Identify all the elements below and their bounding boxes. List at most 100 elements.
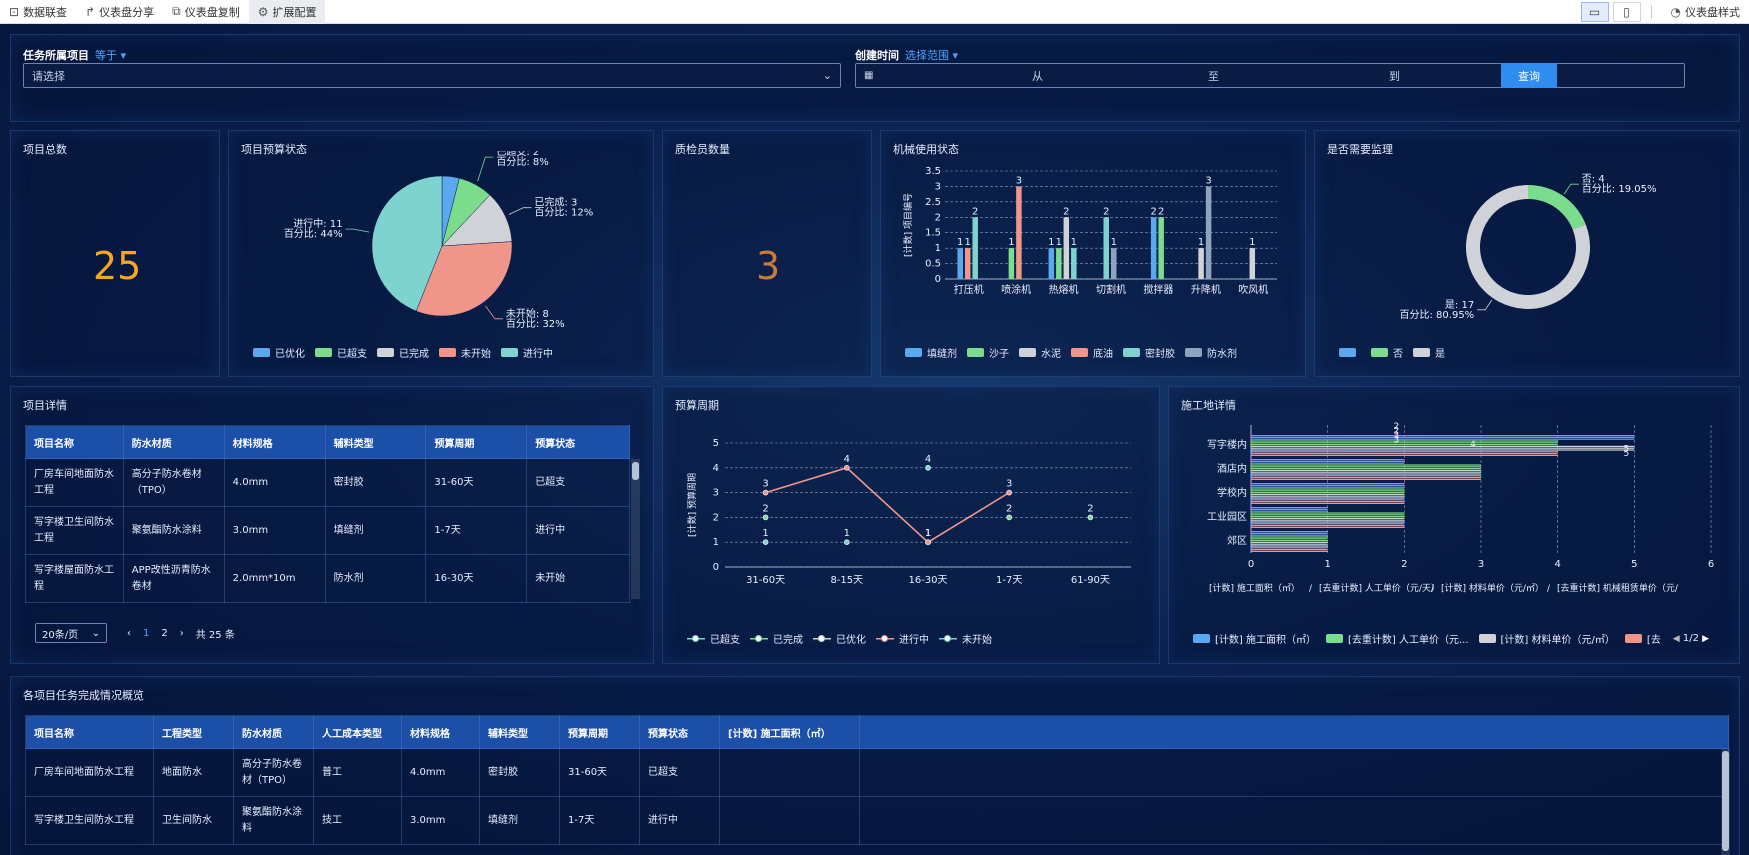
prev-page-icon[interactable]: ‹ (127, 627, 131, 639)
date-range-input[interactable]: ▦ 从 至 到 (855, 63, 1685, 88)
legend-next-icon[interactable]: ▶ (1702, 634, 1710, 644)
table-header-cell[interactable]: 预算周期 (425, 425, 528, 459)
legend-item[interactable]: 已超支 (687, 631, 740, 646)
page-2-button[interactable]: 2 (161, 627, 168, 639)
table-header-cell[interactable]: 材料规格 (223, 425, 326, 459)
legend-item[interactable] (1339, 348, 1361, 357)
detail-table-scrollbar[interactable] (631, 459, 640, 599)
bar (1158, 217, 1164, 279)
share-dashboard-button[interactable]: ↱ 仪表盘分享 (85, 4, 155, 19)
detail-pagination: 20条/页 ⌄ ‹ 1 2 › 共 25 条 (35, 623, 235, 643)
table-cell: 防水剂 (324, 554, 427, 603)
table-header-cell[interactable]: 项目名称 (25, 425, 124, 459)
table-header-cell[interactable]: 辅料类型 (479, 715, 560, 749)
table-row[interactable]: 厂房车间地面防水工程 高分子防水卷材（TPO） 4.0mm 密封胶 31-60天 已超支 (25, 458, 630, 507)
total-count: 共 25 条 (195, 629, 235, 641)
table-header-row: 项目名称 工程类型 防水材质 人工成本类型 材料规格 辅料类型 预算周期 预算状态 [计数] 施… (25, 715, 1729, 749)
legend-item[interactable]: 未开始 (439, 345, 491, 360)
point-value-label: 2 (1087, 503, 1093, 514)
date-until-label: 到 (1389, 69, 1400, 83)
table-cell: 密封胶 (324, 458, 427, 507)
table-header-cell[interactable]: 防水材质 (122, 425, 225, 459)
page-size-select[interactable]: 20条/页 ⌄ (35, 623, 107, 643)
pie-label-percent: 百分比: 8% (496, 156, 548, 168)
x-tick-label: 0 (1248, 559, 1254, 570)
bar-value-label: 3 (1016, 175, 1022, 186)
legend-item[interactable]: 已优化 (253, 345, 305, 360)
legend-item[interactable]: 进行中 (501, 345, 553, 360)
legend-swatch (687, 634, 705, 643)
query-button[interactable]: 查询 (1501, 63, 1557, 88)
series-point (1006, 489, 1013, 496)
series-line (765, 466, 1010, 544)
table-header-cell[interactable]: 工程类型 (153, 715, 234, 749)
pie-label-value: 进行中: 11 (293, 217, 342, 230)
data-link-button[interactable]: ⊡ 数据联查 (9, 4, 68, 19)
table-cell: 已超支 (526, 458, 630, 507)
project-select[interactable]: 请选择 ⌄ (23, 63, 841, 88)
table-header-cell[interactable]: 辅料类型 (324, 425, 427, 459)
table-header-cell[interactable]: 预算状态 (639, 715, 720, 749)
project-filter-operator[interactable]: 等于 ▾ (95, 49, 127, 62)
legend-item[interactable]: 沙子 (967, 345, 1009, 360)
time-filter-operator[interactable]: 选择范围 ▾ (905, 49, 959, 62)
y-tick-label: 工业园区 (1207, 511, 1247, 523)
point-value-label: 1 (925, 528, 931, 539)
project-detail-card: 项目详情 项目名称 防水材质 材料规格 辅料类型 预算周期 预算状态 厂房车间地面防水工程高… (10, 386, 654, 664)
table-header-cell[interactable]: 防水材质 (233, 715, 314, 749)
detail-table-scrollbar-thumb[interactable] (632, 462, 639, 480)
x-tick-label: 16-30天 (908, 575, 947, 586)
pie-label-percent: 百分比: 32% (506, 318, 565, 330)
legend-item[interactable]: 未开始 (939, 631, 992, 646)
legend-item[interactable]: [计数] 施工面积（㎡） (1193, 631, 1316, 646)
legend-item[interactable]: 是 (1413, 345, 1445, 360)
overview-table-scrollbar-thumb[interactable] (1722, 751, 1729, 851)
table-header-cell[interactable]: 项目名称 (25, 715, 154, 749)
legend-item[interactable]: 底油 (1071, 345, 1113, 360)
legend-label: 底油 (1093, 349, 1113, 360)
legend-item[interactable]: [去重计数] 人工单价（元... (1325, 631, 1469, 646)
bar (1251, 492, 1405, 494)
donut-label-value: 是: 17 (1445, 299, 1474, 311)
legend-item[interactable]: [去 (1624, 631, 1661, 646)
page-1-button[interactable]: 1 (143, 627, 150, 639)
table-row[interactable]: 写字楼卫生间防水工程 卫生间防水 聚氨酯防水涂料 技工 3.0mm 填缝剂 1-7天 进行中 (25, 796, 1729, 845)
copy-dashboard-button[interactable]: ⧉ 仪表盘复制 (172, 4, 240, 19)
chevron-down-icon: ⌄ (91, 627, 100, 639)
bar-value-label: 3 (1205, 175, 1211, 186)
table-row[interactable]: 厂房车间地面防水工程 地面防水 高分子防水卷材（TPO） 普工 4.0mm 密封胶 31-6… (25, 748, 1729, 797)
legend-item[interactable]: 密封胶 (1123, 345, 1175, 360)
table-header-cell[interactable]: [计数] 施工面积（㎡） (719, 715, 860, 749)
mobile-view-button[interactable]: ▯ (1612, 1, 1641, 22)
table-row[interactable]: 写字楼卫生间防水工程 聚氨酯防水涂料 3.0mm 填缝剂 1-7天 进行中 (25, 506, 630, 555)
bar-value-label: 1 (1111, 237, 1117, 248)
bar (1251, 493, 1405, 495)
legend-prev-icon[interactable]: ◀ (1672, 634, 1680, 644)
legend-item[interactable]: 已完成 (750, 631, 803, 646)
table-header-cell[interactable]: 材料规格 (401, 715, 480, 749)
legend-item[interactable]: 防水剂 (1185, 345, 1237, 360)
legend-item[interactable]: 已优化 (813, 631, 866, 646)
donut-label-percent: 百分比: 80.95% (1400, 309, 1475, 321)
table-row[interactable]: 写字楼屋面防水工程 APP改性沥青防水卷材 2.0mm*10m 防水剂 16-30天 未开… (25, 554, 630, 603)
table-header-cell[interactable]: 预算周期 (559, 715, 640, 749)
table-header-cell[interactable]: 预算状态 (526, 425, 630, 459)
legend-item[interactable]: 水泥 (1019, 345, 1061, 360)
legend-item[interactable]: [计数] 材料单价（元/㎡） (1478, 631, 1615, 646)
desktop-view-button[interactable]: ▭ (1580, 1, 1609, 22)
table-header-cell[interactable]: 人工成本类型 (313, 715, 402, 749)
legend-item[interactable]: 进行中 (876, 631, 929, 646)
bar (1016, 186, 1022, 279)
legend-item[interactable]: 已完成 (377, 345, 429, 360)
bar (1251, 471, 1481, 473)
legend-item[interactable]: 已超支 (315, 345, 367, 360)
table-filler-cell (859, 796, 1729, 845)
extension-config-button[interactable]: ⚙ 扩展配置 (248, 0, 326, 24)
table-cell: 3.0mm (401, 796, 480, 845)
next-page-icon[interactable]: › (179, 627, 184, 639)
overview-table-scrollbar[interactable] (1721, 749, 1730, 855)
dashboard-style-button[interactable]: ◔ 仪表盘样式 (1670, 4, 1740, 19)
legend-item[interactable]: 否 (1371, 345, 1403, 360)
pie-leader-line (485, 305, 503, 320)
legend-item[interactable]: 填缝剂 (905, 345, 957, 360)
